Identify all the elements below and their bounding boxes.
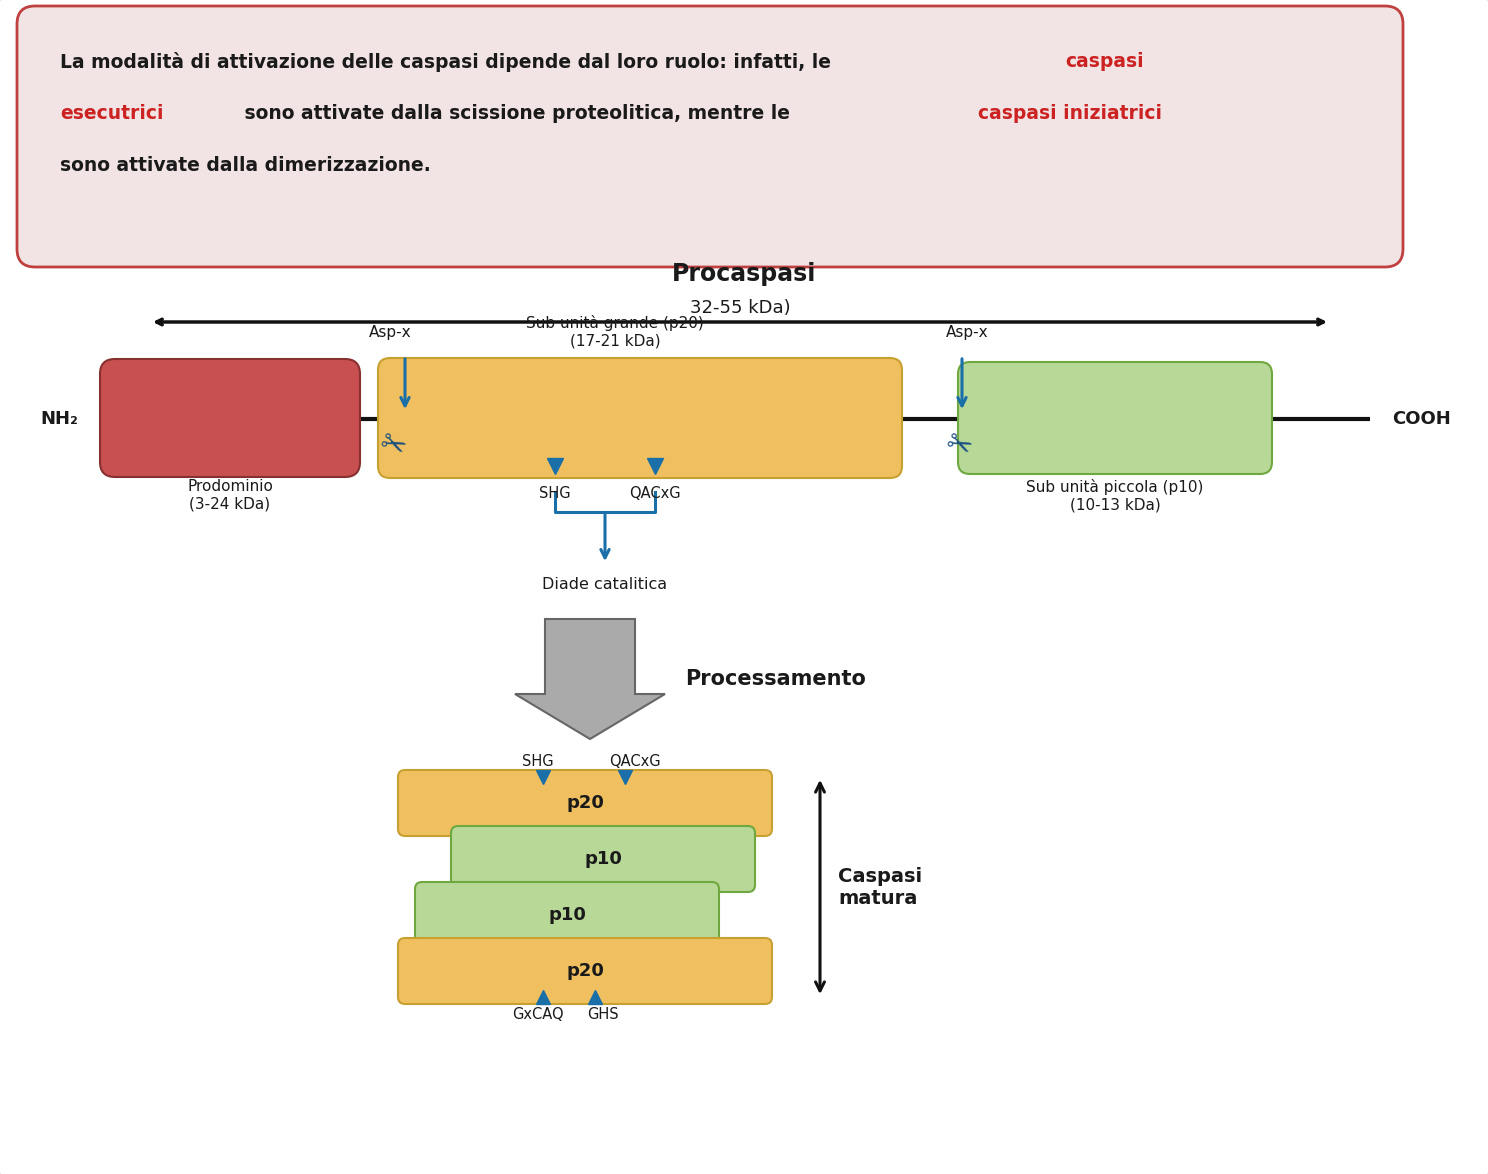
Text: sono attivate dalla scissione proteolitica, mentre le: sono attivate dalla scissione proteoliti… (238, 104, 796, 123)
Text: GHS: GHS (588, 1007, 619, 1023)
Text: Diade catalitica: Diade catalitica (543, 576, 668, 592)
Text: QACxG: QACxG (629, 486, 682, 501)
Text: La modalità di attivazione delle caspasi dipende dal loro ruolo: infatti, le: La modalità di attivazione delle caspasi… (60, 52, 838, 72)
Text: caspasi: caspasi (1065, 52, 1144, 70)
Text: p10: p10 (548, 906, 586, 924)
Text: Asp-x: Asp-x (369, 324, 411, 339)
FancyBboxPatch shape (397, 938, 772, 1004)
Text: COOH: COOH (1391, 410, 1451, 429)
Text: GxCAQ: GxCAQ (512, 1007, 564, 1023)
Text: ✂: ✂ (375, 427, 409, 465)
Text: QACxG: QACxG (609, 754, 661, 769)
FancyBboxPatch shape (451, 826, 754, 892)
Text: p20: p20 (565, 962, 604, 980)
Text: caspasi iniziatrici: caspasi iniziatrici (978, 104, 1162, 123)
Text: ✂: ✂ (940, 427, 976, 465)
Text: Asp-x: Asp-x (946, 324, 988, 339)
Text: esecutrici: esecutrici (60, 104, 164, 123)
FancyBboxPatch shape (100, 359, 360, 477)
FancyBboxPatch shape (16, 6, 1403, 266)
Text: Processamento: Processamento (684, 669, 866, 689)
Text: SHG: SHG (539, 486, 571, 501)
FancyBboxPatch shape (415, 882, 719, 947)
Text: sono attivate dalla dimerizzazione.: sono attivate dalla dimerizzazione. (60, 156, 430, 175)
Text: p10: p10 (585, 850, 622, 868)
Text: Caspasi
matura: Caspasi matura (838, 866, 923, 908)
Text: Procaspasi: Procaspasi (671, 262, 817, 286)
Text: 32-55 kDa): 32-55 kDa) (689, 299, 790, 317)
Polygon shape (515, 619, 665, 738)
Text: NH₂: NH₂ (40, 410, 77, 429)
FancyBboxPatch shape (378, 358, 902, 478)
Text: SHG: SHG (522, 754, 554, 769)
Text: Prodominio
(3-24 kDa): Prodominio (3-24 kDa) (187, 479, 272, 512)
Text: Sub unità piccola (p10)
(10-13 kDa): Sub unità piccola (p10) (10-13 kDa) (1027, 479, 1204, 512)
FancyBboxPatch shape (397, 770, 772, 836)
FancyBboxPatch shape (958, 362, 1272, 474)
Text: Sub unità grande (p20)
(17-21 kDa): Sub unità grande (p20) (17-21 kDa) (527, 316, 704, 349)
Text: p20: p20 (565, 794, 604, 812)
